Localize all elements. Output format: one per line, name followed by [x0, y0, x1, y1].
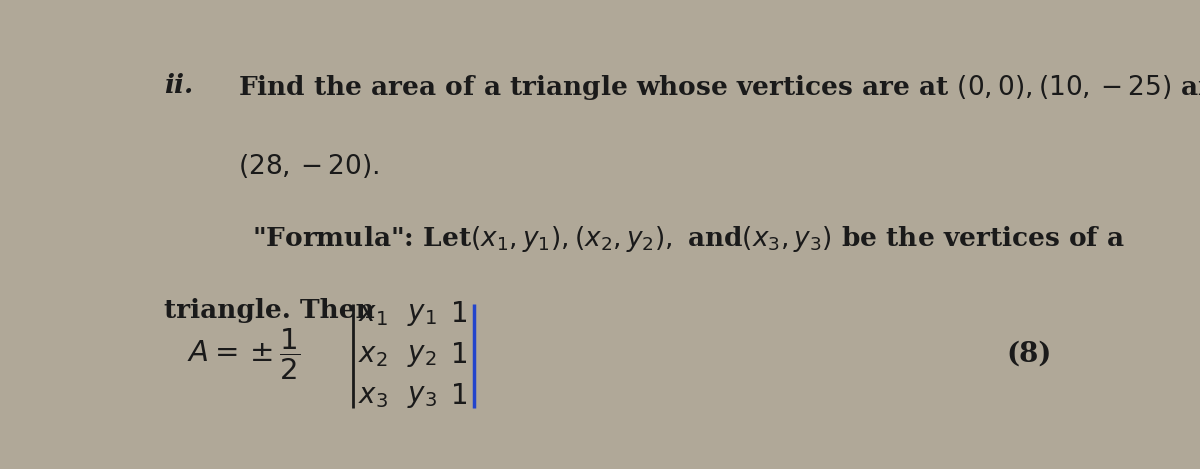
Text: $x_1$: $x_1$: [359, 301, 388, 328]
Text: Find the area of a triangle whose vertices are at $(0,0),(10,-25)$ and: Find the area of a triangle whose vertic…: [239, 73, 1200, 101]
Text: $y_1$: $y_1$: [407, 301, 437, 328]
Text: triangle. Then: triangle. Then: [164, 298, 374, 323]
Text: $1$: $1$: [450, 301, 467, 328]
Text: $y_3$: $y_3$: [407, 383, 437, 410]
Text: $y_2$: $y_2$: [407, 342, 437, 369]
Text: $A=\pm\dfrac{1}{2}$: $A=\pm\dfrac{1}{2}$: [187, 326, 301, 382]
Text: $(28,-20).$: $(28,-20).$: [239, 152, 379, 180]
Text: $1$: $1$: [450, 342, 467, 369]
Text: ii.: ii.: [164, 73, 193, 98]
Text: "Formula": Let$(x_1,y_1),(x_2,y_2),$ and$(x_3,y_3)$ be the vertices of a: "Formula": Let$(x_1,y_1),(x_2,y_2),$ and…: [252, 224, 1126, 254]
Text: $1$: $1$: [450, 383, 467, 410]
Text: $x_2$: $x_2$: [359, 342, 388, 369]
Text: $x_3$: $x_3$: [359, 383, 388, 410]
Text: (8): (8): [1007, 340, 1052, 368]
